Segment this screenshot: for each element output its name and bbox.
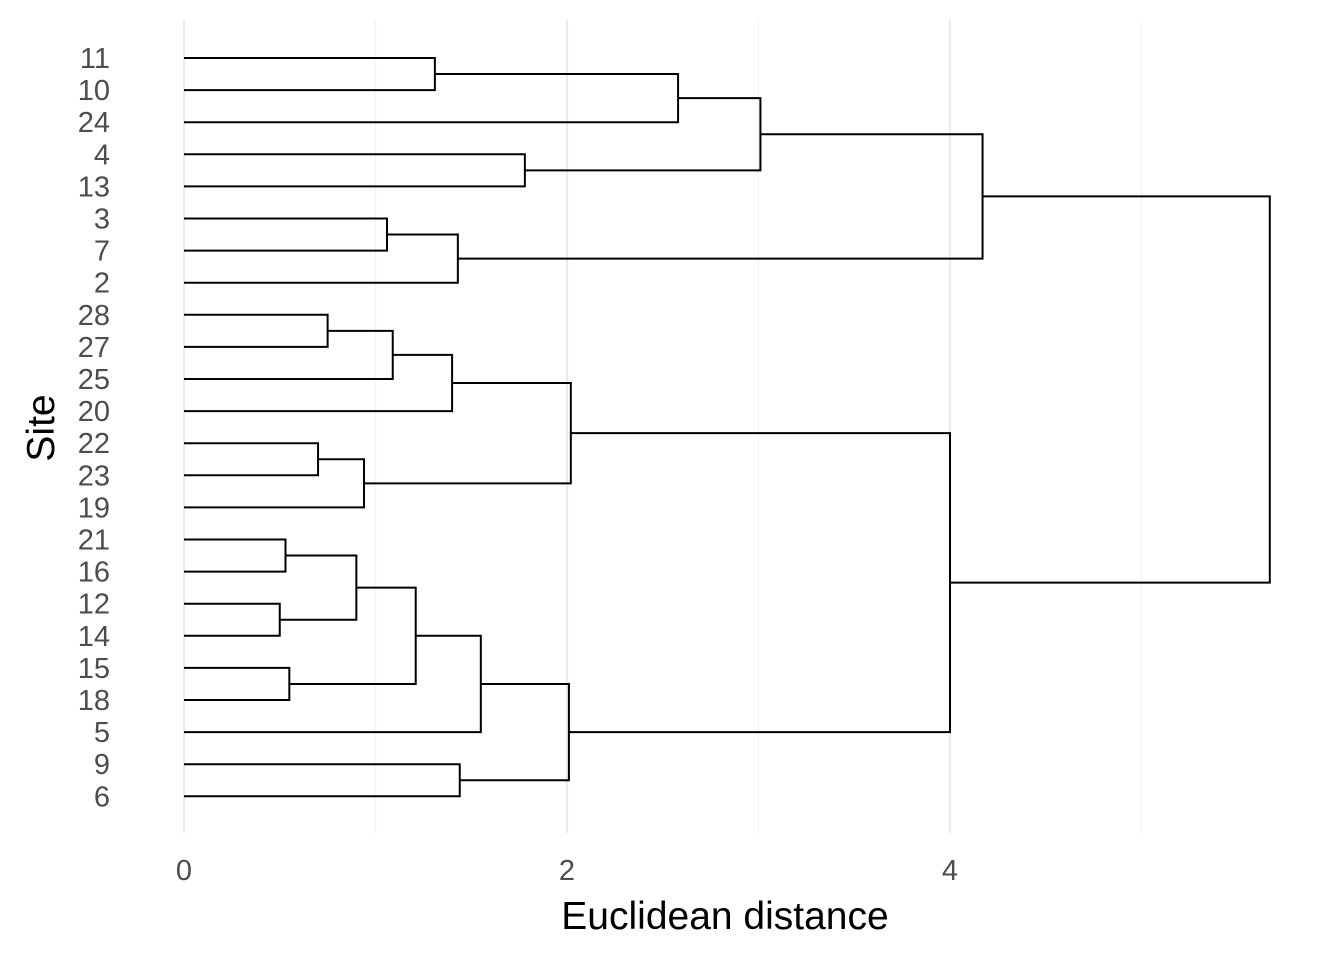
dendrogram-link <box>184 353 454 413</box>
grid-lines <box>182 20 1143 833</box>
dendrogram-link <box>184 666 291 701</box>
y-tick-label: 11 <box>80 43 110 75</box>
y-tick-label: 15 <box>78 653 110 685</box>
y-tick-label: 27 <box>78 332 110 364</box>
x-tick-label: 2 <box>559 855 575 887</box>
y-tick-label: 14 <box>78 621 110 653</box>
dendrogram-link <box>184 602 281 637</box>
y-tick-labels: 1110244133722827252022231921161214151859… <box>78 43 110 813</box>
y-tick-label: 9 <box>94 749 110 781</box>
dendrogram-link <box>184 73 680 124</box>
y-tick-label: 19 <box>78 492 110 524</box>
y-tick-label: 12 <box>78 589 110 621</box>
x-tick-label: 4 <box>942 855 958 887</box>
y-tick-label: 2 <box>94 268 110 300</box>
dendrogram-link <box>184 313 329 348</box>
y-tick-label: 28 <box>78 300 110 332</box>
y-tick-label: 7 <box>94 236 110 268</box>
y-tick-label: 20 <box>78 396 110 428</box>
y-tick-label: 13 <box>78 171 110 203</box>
y-tick-label: 16 <box>78 557 110 589</box>
dendrogram-link <box>184 57 436 92</box>
dendrogram-link <box>184 538 287 573</box>
x-axis-title: Euclidean distance <box>561 895 888 938</box>
dendrogram-link <box>950 195 1271 584</box>
dendrogram-link <box>364 382 572 485</box>
y-axis-title: Site <box>20 394 63 461</box>
y-tick-label: 18 <box>78 685 110 717</box>
x-tick-labels: 0 2 4 <box>176 855 958 887</box>
dendrogram-link <box>279 554 358 621</box>
x-tick-label: 0 <box>176 855 192 887</box>
dendrogram-link <box>184 442 320 477</box>
y-tick-label: 6 <box>94 781 110 813</box>
dendrogram-link <box>184 329 394 380</box>
dendrogram-link <box>184 233 459 284</box>
dendrogram-link <box>568 432 951 734</box>
y-tick-label: 3 <box>94 204 110 236</box>
dendrogram-link <box>184 458 366 509</box>
y-tick-label: 25 <box>78 364 110 396</box>
dendrogram-links <box>184 57 1271 798</box>
y-tick-label: 24 <box>78 107 110 139</box>
y-tick-label: 4 <box>94 139 110 171</box>
y-tick-label: 22 <box>78 428 110 460</box>
y-tick-label: 21 <box>78 525 110 557</box>
dendrogram-link <box>289 586 417 685</box>
dendrogram-link <box>457 133 984 260</box>
dendrogram-link <box>184 153 526 188</box>
y-tick-label: 10 <box>78 75 110 107</box>
dendrogram-link <box>184 763 461 798</box>
dendrogram-link <box>184 217 388 252</box>
y-tick-label: 23 <box>78 460 110 492</box>
y-tick-label: 5 <box>94 717 110 749</box>
dendrogram-link <box>524 97 762 172</box>
